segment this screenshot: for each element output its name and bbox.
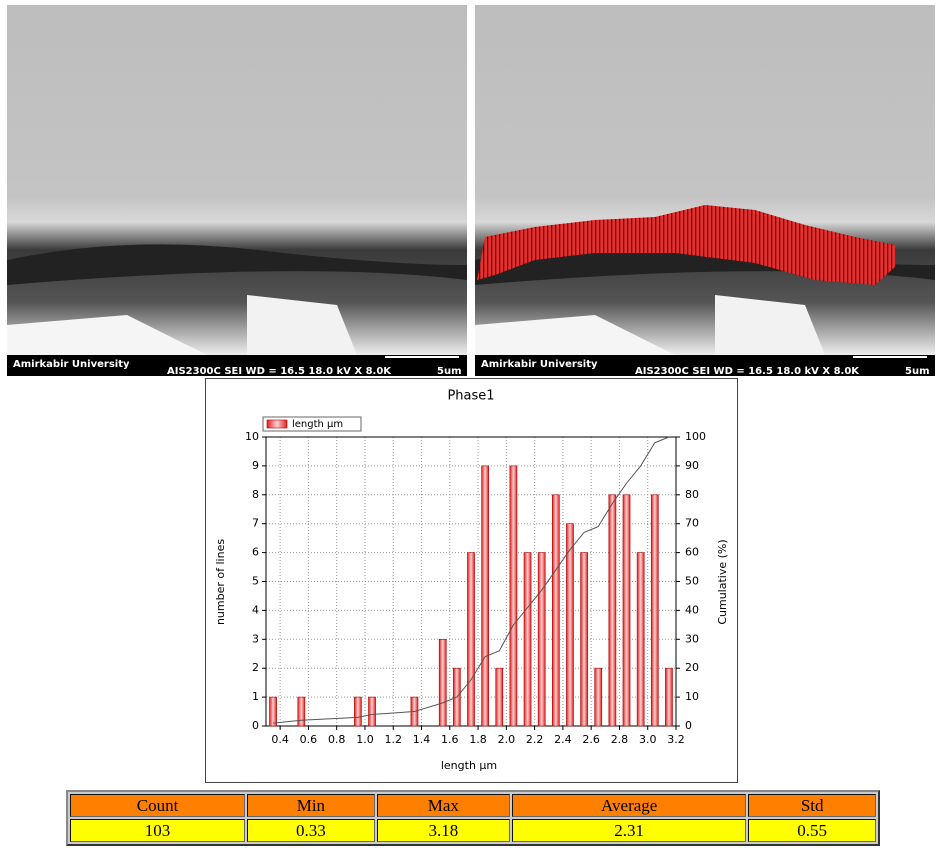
value-cell: 3.18 [376,819,510,842]
value-cell: 0.33 [247,819,375,842]
y2-tick-label: 90 [685,459,699,472]
x-tick-label: 2.0 [498,733,516,746]
x-tick-label: 2.6 [582,733,600,746]
y2-tick-label: 20 [685,661,699,674]
bar [537,552,546,727]
table-row: 103 0.33 3.18 2.31 0.55 [70,819,876,842]
y2-tick-label: 10 [685,690,699,703]
x-tick-label: 2.2 [526,733,544,746]
bar [368,696,376,727]
header-cell: Std [748,794,876,817]
x-tick-label: 1.8 [469,733,487,746]
scale-label: 5um [905,366,930,376]
x-axis-label: length µm [441,759,497,772]
image-info: AIS2300C SEI WD = 16.5 18.0 kV X 8.0K [635,366,860,376]
bar [622,494,631,727]
bar [608,494,617,727]
header-cell: Max [376,794,510,817]
legend-box [262,416,362,432]
chart: Phase1 length µm number of lines Cumulat… [214,389,729,773]
table-header: Count Min Max Average Std [70,794,876,817]
stats-table: Count Min Max Average Std 103 0.33 3.18 2.31 0.5… [66,790,880,846]
phase-overlay [477,205,895,285]
y2-tick-label: 40 [685,603,699,616]
value-cell: 2.31 [512,819,747,842]
chart-title: Phase1 [447,389,494,404]
y2-tick-label: 80 [685,488,699,501]
scale-label: 5um [437,366,462,376]
legend-swatch [266,419,288,429]
header-cell: Count [70,794,246,817]
bar [495,667,504,727]
image-info: AIS2300C SEI WD = 16.5 18.0 kV X 8.0K [167,366,392,376]
bar [481,465,489,727]
x-tick-label: 3.2 [667,733,685,746]
x-tick-label: 2.8 [611,733,629,746]
value-cell: 103 [70,819,246,842]
bar [580,552,588,727]
y2-tick-label: 60 [685,546,699,559]
bar [594,667,603,727]
bar [467,552,475,727]
bar [523,552,532,727]
y-tick-label: 0 [252,719,259,732]
y-tick-label: 3 [252,632,259,645]
bar [665,667,673,727]
sem-image-overlay: Amirkabir University AIS2300C SEI WD = 1… [475,5,935,376]
x-tick-label: 1.2 [384,733,402,746]
y-tick-label: 4 [252,603,259,616]
cumulative-line [273,436,670,724]
y2-tick-label: 70 [685,517,699,530]
x-tick-label: 1.0 [356,733,374,746]
bar [354,696,362,727]
x-tick-label: 0.6 [300,733,318,746]
x-tick-label: 1.6 [441,733,459,746]
y-tick-label: 2 [252,661,259,674]
y-axis-label: number of lines [214,539,227,625]
y-tick-label: 10 [245,430,259,443]
bar [566,523,574,727]
y2-tick-label: 100 [685,430,706,443]
y2-axis-label: Cumulative (%) [716,539,729,624]
x-tick-label: 0.8 [328,733,346,746]
bar [438,638,447,727]
y-tick-label: 5 [252,575,259,588]
sem-image: Amirkabir University AIS2300C SEI WD = 1… [7,5,467,376]
y-tick-label: 7 [252,517,259,530]
y2-tick-label: 30 [685,632,699,645]
bar [269,696,277,727]
bar [551,494,560,727]
y2-tick-label: 50 [685,575,699,588]
header-cell: Min [247,794,375,817]
y-tick-label: 8 [252,488,259,501]
y2-tick-label: 0 [685,719,692,732]
bar [636,552,645,727]
chart-frame: Phase1 length µm number of lines Cumulat… [205,378,738,783]
bar [650,494,659,727]
institution: Amirkabir University [481,359,598,370]
x-tick-label: 2.4 [554,733,572,746]
bar [297,696,306,727]
y-tick-label: 1 [252,690,259,703]
x-tick-label: 3.0 [639,733,657,746]
y-tick-label: 9 [252,459,259,472]
x-tick-label: 1.4 [413,733,431,746]
y-tick-label: 6 [252,546,259,559]
value-cell: 0.55 [748,819,876,842]
x-tick-label: 0.4 [271,733,289,746]
bar [509,465,518,727]
header-cell: Average [512,794,747,817]
institution: Amirkabir University [13,359,130,370]
legend-label: length µm [292,419,343,430]
